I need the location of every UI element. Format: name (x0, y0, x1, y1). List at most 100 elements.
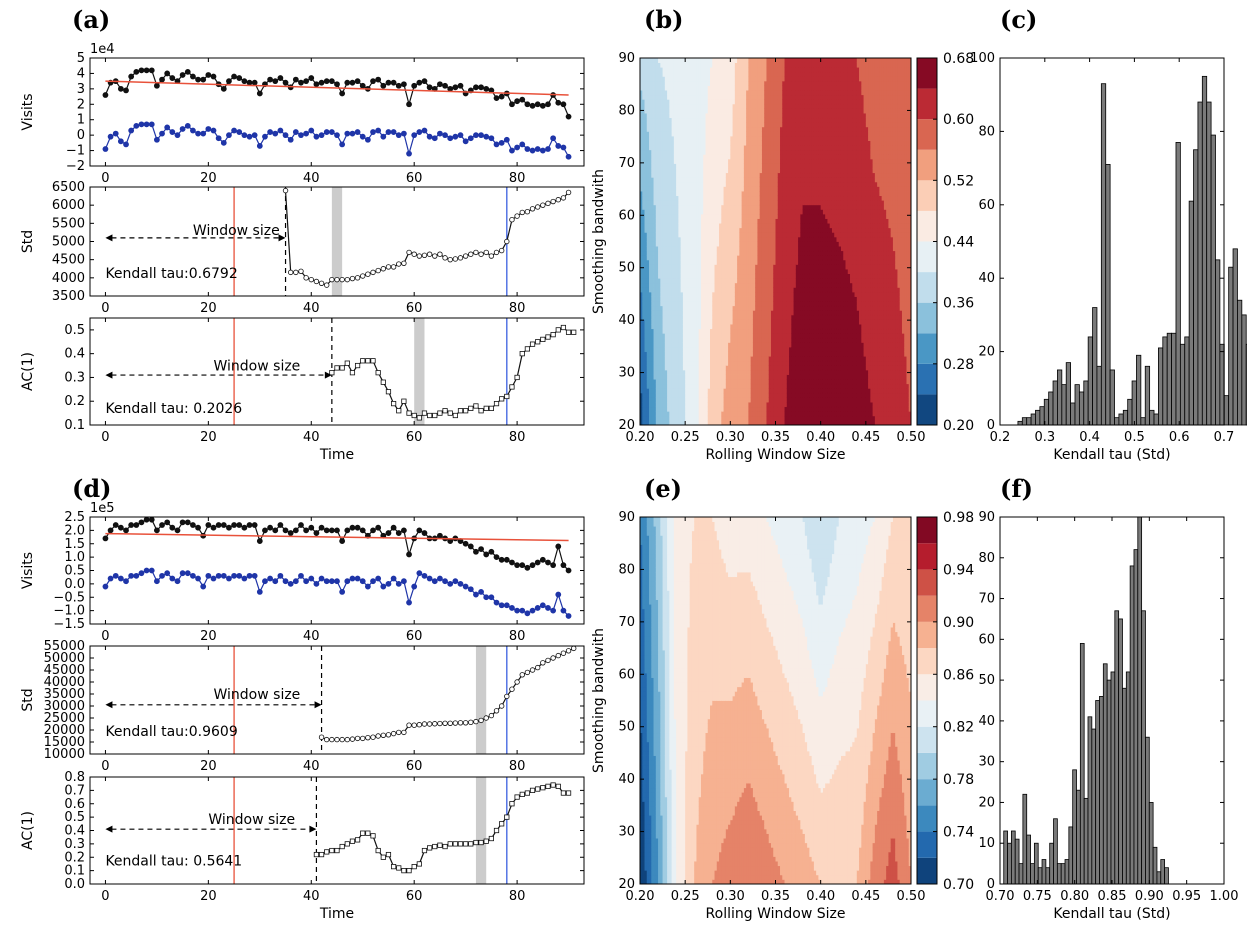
data-point (489, 254, 494, 259)
data-point (144, 122, 149, 127)
x-tick-label: 0 (101, 171, 109, 186)
data-point (499, 140, 504, 145)
data-point (520, 351, 524, 355)
data-point (407, 151, 412, 156)
data-point (226, 133, 231, 138)
residual-line (105, 124, 568, 156)
data-point (551, 332, 555, 336)
y-tick-label: 0.1 (64, 418, 85, 433)
data-point (401, 131, 406, 136)
data-point (381, 83, 386, 88)
data-point (355, 276, 360, 281)
data-point (232, 74, 237, 79)
data-point (489, 406, 493, 410)
data-point (479, 409, 483, 413)
data-point (510, 385, 514, 389)
data-point (422, 411, 426, 415)
data-point (407, 102, 412, 107)
data-point (499, 94, 504, 99)
data-point (185, 123, 190, 128)
y-tick-label: 0.5 (64, 323, 85, 338)
y-tick-label: 4000 (52, 271, 85, 286)
data-point (304, 131, 309, 136)
data-point (371, 359, 375, 363)
panel-label-e: (e) (644, 474, 682, 503)
std-line (286, 191, 569, 286)
data-point (510, 217, 515, 222)
data-point (211, 128, 216, 133)
data-point (360, 274, 365, 279)
data-point (288, 137, 293, 142)
data-point (108, 134, 113, 139)
data-point (252, 80, 257, 85)
kendall-tau-label: Kendall tau:0.6792 (105, 266, 237, 282)
data-point (525, 347, 529, 351)
data-point (509, 102, 514, 107)
data-point (438, 252, 443, 257)
data-point (376, 370, 380, 374)
data-point (468, 252, 473, 257)
data-point (520, 97, 525, 102)
data-point (139, 122, 144, 127)
data-point (402, 399, 406, 403)
data-point (160, 77, 165, 82)
data-point (561, 102, 566, 107)
data-point (232, 128, 237, 133)
data-point (515, 99, 520, 104)
data-point (324, 283, 329, 288)
window-size-label: Window size (193, 223, 280, 239)
data-point (469, 406, 473, 410)
data-point (556, 100, 561, 105)
data-point (494, 250, 499, 255)
data-point (345, 80, 350, 85)
y-axis-label: AC(1) (20, 352, 36, 391)
x-tick-label: 0 (101, 430, 109, 445)
data-point (293, 130, 298, 135)
data-point (278, 128, 283, 133)
x-tick-label: 40 (303, 171, 320, 186)
data-point (479, 133, 484, 138)
data-point (463, 254, 468, 259)
data-point (252, 133, 257, 138)
data-point (468, 136, 473, 141)
data-point (340, 91, 345, 96)
data-point (371, 270, 376, 275)
data-point (458, 133, 463, 138)
data-point (530, 207, 535, 212)
data-point (335, 277, 340, 282)
data-point (237, 76, 242, 81)
data-point (391, 265, 396, 270)
data-point (298, 80, 303, 85)
data-point (515, 214, 520, 219)
x-tick-label: 80 (509, 171, 526, 186)
data-point (417, 80, 422, 85)
y-axis-label: Std (20, 230, 36, 253)
data-point (319, 281, 324, 286)
data-point (206, 126, 211, 131)
data-point (134, 69, 139, 74)
data-point (299, 269, 304, 274)
x-tick-label: 60 (406, 171, 423, 186)
data-point (221, 86, 226, 91)
data-point (473, 133, 478, 138)
data-point (190, 128, 195, 133)
arrow-head-left (105, 372, 112, 379)
data-point (525, 209, 530, 214)
data-point (433, 413, 437, 417)
data-point (484, 134, 489, 139)
data-point (201, 77, 206, 82)
data-point (432, 136, 437, 141)
axis-offset-text: 1e4 (90, 42, 115, 57)
plot-area (103, 68, 571, 159)
data-point (360, 134, 365, 139)
data-point (473, 85, 478, 90)
data-point (262, 134, 267, 139)
data-point (386, 130, 391, 135)
data-point (545, 102, 550, 107)
data-point (170, 130, 175, 135)
data-point (407, 250, 412, 255)
data-point (551, 199, 556, 204)
data-point (479, 252, 484, 257)
